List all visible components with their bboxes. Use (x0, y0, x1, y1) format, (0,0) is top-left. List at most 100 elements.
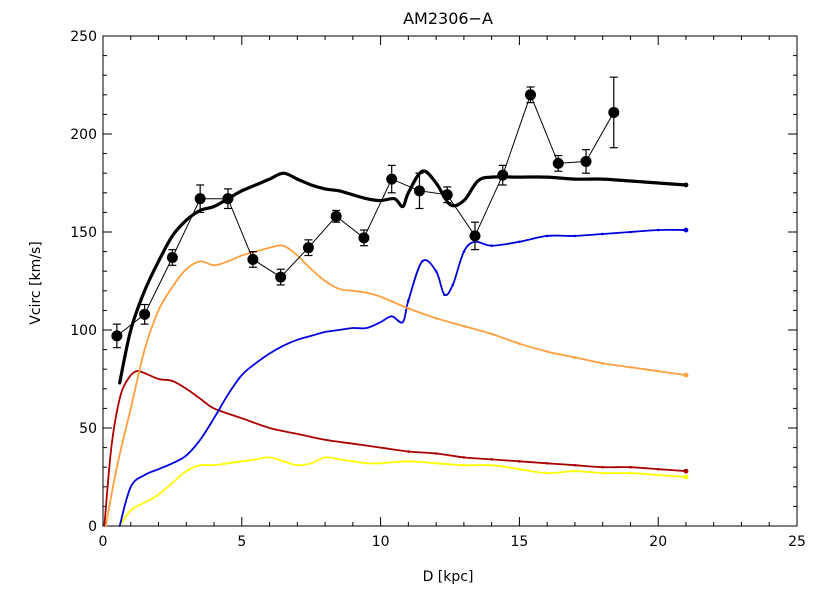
series-halo-sample-point (407, 307, 410, 310)
series-gas-sample-point (462, 250, 466, 253)
y-axis-label: Vcirc [km/s] (28, 241, 44, 324)
series-gas-sample-point (656, 228, 660, 232)
series-gas-sample-point (518, 240, 521, 244)
series-gas-sample-point (573, 234, 577, 238)
series-total-sample-point (683, 182, 689, 188)
observed-data-point (525, 89, 537, 101)
series-halo-line (104, 244, 687, 527)
series-disk-sample-point (656, 467, 660, 471)
observed-data-point (497, 169, 509, 181)
observed-data-point (469, 230, 481, 242)
series-stars-sample-point (629, 471, 632, 475)
series-total-sample-point (434, 181, 438, 185)
series-halo-sample-point (656, 369, 660, 373)
series-stars-sample-point (407, 460, 410, 463)
series-halo-sample-point (545, 350, 549, 353)
series-halo-sample-point (573, 356, 577, 359)
series-total-sample-point (518, 175, 521, 179)
plot-frame (102, 35, 798, 527)
observed-data-point (413, 185, 425, 197)
series-total-sample-point (545, 175, 549, 179)
series-gas-line (118, 228, 687, 527)
series-gas-sample-point (434, 269, 438, 273)
series-total-sample-point (656, 181, 660, 185)
series-stars-sample-point (683, 474, 689, 480)
y-tick-label: 200 (70, 127, 97, 143)
series-halo-sample-point (462, 324, 466, 328)
observed-data-point (302, 242, 314, 254)
series-disk-sample-point (462, 456, 466, 459)
series-stars-sample-point (601, 471, 604, 475)
observed-data-point (386, 173, 398, 185)
series-total-sample-point (448, 203, 452, 206)
observed-data-point (222, 193, 234, 205)
y-tick-label: 100 (70, 323, 97, 339)
series-gas-sample-point (683, 227, 689, 233)
series-disk-line (103, 369, 687, 527)
series-total-sample-point (629, 179, 632, 183)
series-disk-sample-point (573, 463, 577, 467)
y-tick-label: 250 (70, 29, 97, 45)
series-disk-sample-point (545, 461, 549, 465)
series-total-sample-point (462, 199, 466, 202)
x-tick-label: 10 (372, 534, 390, 550)
x-tick-label: 5 (237, 534, 246, 550)
y-tick-label: 150 (70, 225, 97, 241)
x-tick-label: 20 (649, 534, 667, 550)
series-halo-sample-point (490, 332, 493, 336)
series-total-sample-point (476, 179, 480, 183)
series-gas-sample-point (601, 232, 604, 236)
x-tick-label: 25 (788, 534, 806, 550)
series-gas-sample-point (545, 234, 549, 238)
observed-data-point (194, 193, 206, 205)
series-gas-sample-point (629, 230, 632, 234)
series-disk-sample-point (683, 468, 689, 474)
series-gas-sample-point (490, 244, 493, 248)
series-total-sample-point (490, 175, 493, 179)
series-total-sample-point (573, 177, 577, 181)
observed-data-point (358, 232, 370, 244)
observed-data-point (330, 210, 342, 222)
series-total-sample-point (601, 177, 604, 181)
series-stars-sample-point (462, 463, 466, 467)
series-halo-sample-point (518, 342, 521, 346)
series-halo-sample-point (434, 316, 438, 320)
observed-data-point (111, 330, 123, 342)
series-disk-sample-point (434, 452, 438, 455)
observed-data-point (552, 157, 564, 169)
series-stars-sample-point (490, 463, 493, 467)
y-tick-label: 0 (88, 519, 97, 535)
series-total-sample-point (407, 191, 410, 195)
y-tick-label: 50 (79, 421, 97, 437)
series-total-line (118, 169, 688, 385)
observed-data-point (247, 253, 259, 265)
observed-data-point (608, 106, 620, 118)
series-disk-sample-point (518, 460, 521, 463)
series-disk-sample-point (490, 458, 493, 461)
series-halo-sample-point (683, 372, 689, 378)
observed-data-point (580, 155, 592, 167)
series-stars-sample-point (434, 461, 438, 465)
series-stars-sample-point (518, 467, 521, 471)
series-stars-sample-point (656, 473, 660, 477)
series-gas-sample-point (443, 293, 446, 297)
x-tick-label: 0 (99, 534, 108, 550)
series-gas-sample-point (407, 299, 410, 302)
series-total-sample-point (420, 169, 424, 173)
series-gas-sample-point (420, 260, 424, 263)
series-disk-sample-point (629, 465, 632, 469)
chart-title: AM2306−A (403, 9, 493, 28)
observed-data-point (275, 271, 287, 283)
series-disk-sample-point (407, 450, 410, 453)
series-stars-sample-point (545, 471, 549, 475)
observed-data-point (139, 308, 151, 320)
observed-data-point (441, 189, 453, 201)
series-halo-sample-point (629, 365, 632, 369)
series-stars-sample-point (573, 469, 577, 473)
observed-data-point (166, 251, 178, 263)
series-disk-sample-point (601, 465, 604, 469)
series-gas-sample-point (451, 283, 455, 287)
